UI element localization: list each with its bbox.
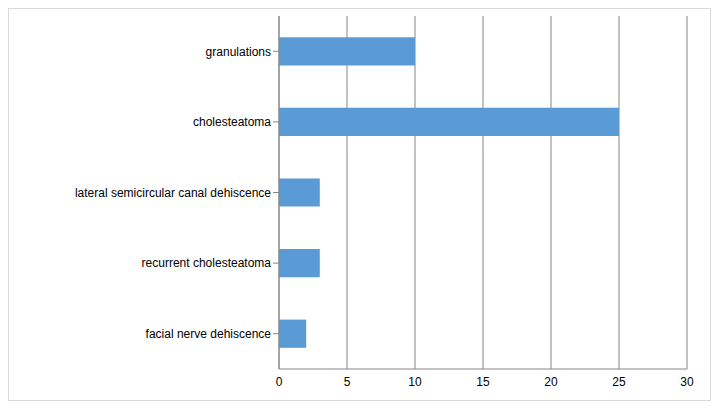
svg-text:cholesteatoma: cholesteatoma	[193, 115, 271, 129]
svg-text:lateral semicircular canal deh: lateral semicircular canal dehiscence	[75, 186, 271, 200]
svg-text:recurrent cholesteatoma: recurrent cholesteatoma	[142, 256, 272, 270]
svg-text:granulations: granulations	[206, 45, 271, 59]
svg-text:20: 20	[544, 375, 558, 389]
svg-text:15: 15	[476, 375, 490, 389]
svg-text:5: 5	[344, 375, 351, 389]
svg-text:facial nerve dehiscence: facial nerve dehiscence	[146, 327, 272, 341]
svg-text:0: 0	[276, 375, 283, 389]
svg-text:30: 30	[680, 375, 694, 389]
svg-text:10: 10	[408, 375, 422, 389]
svg-text:25: 25	[612, 375, 626, 389]
